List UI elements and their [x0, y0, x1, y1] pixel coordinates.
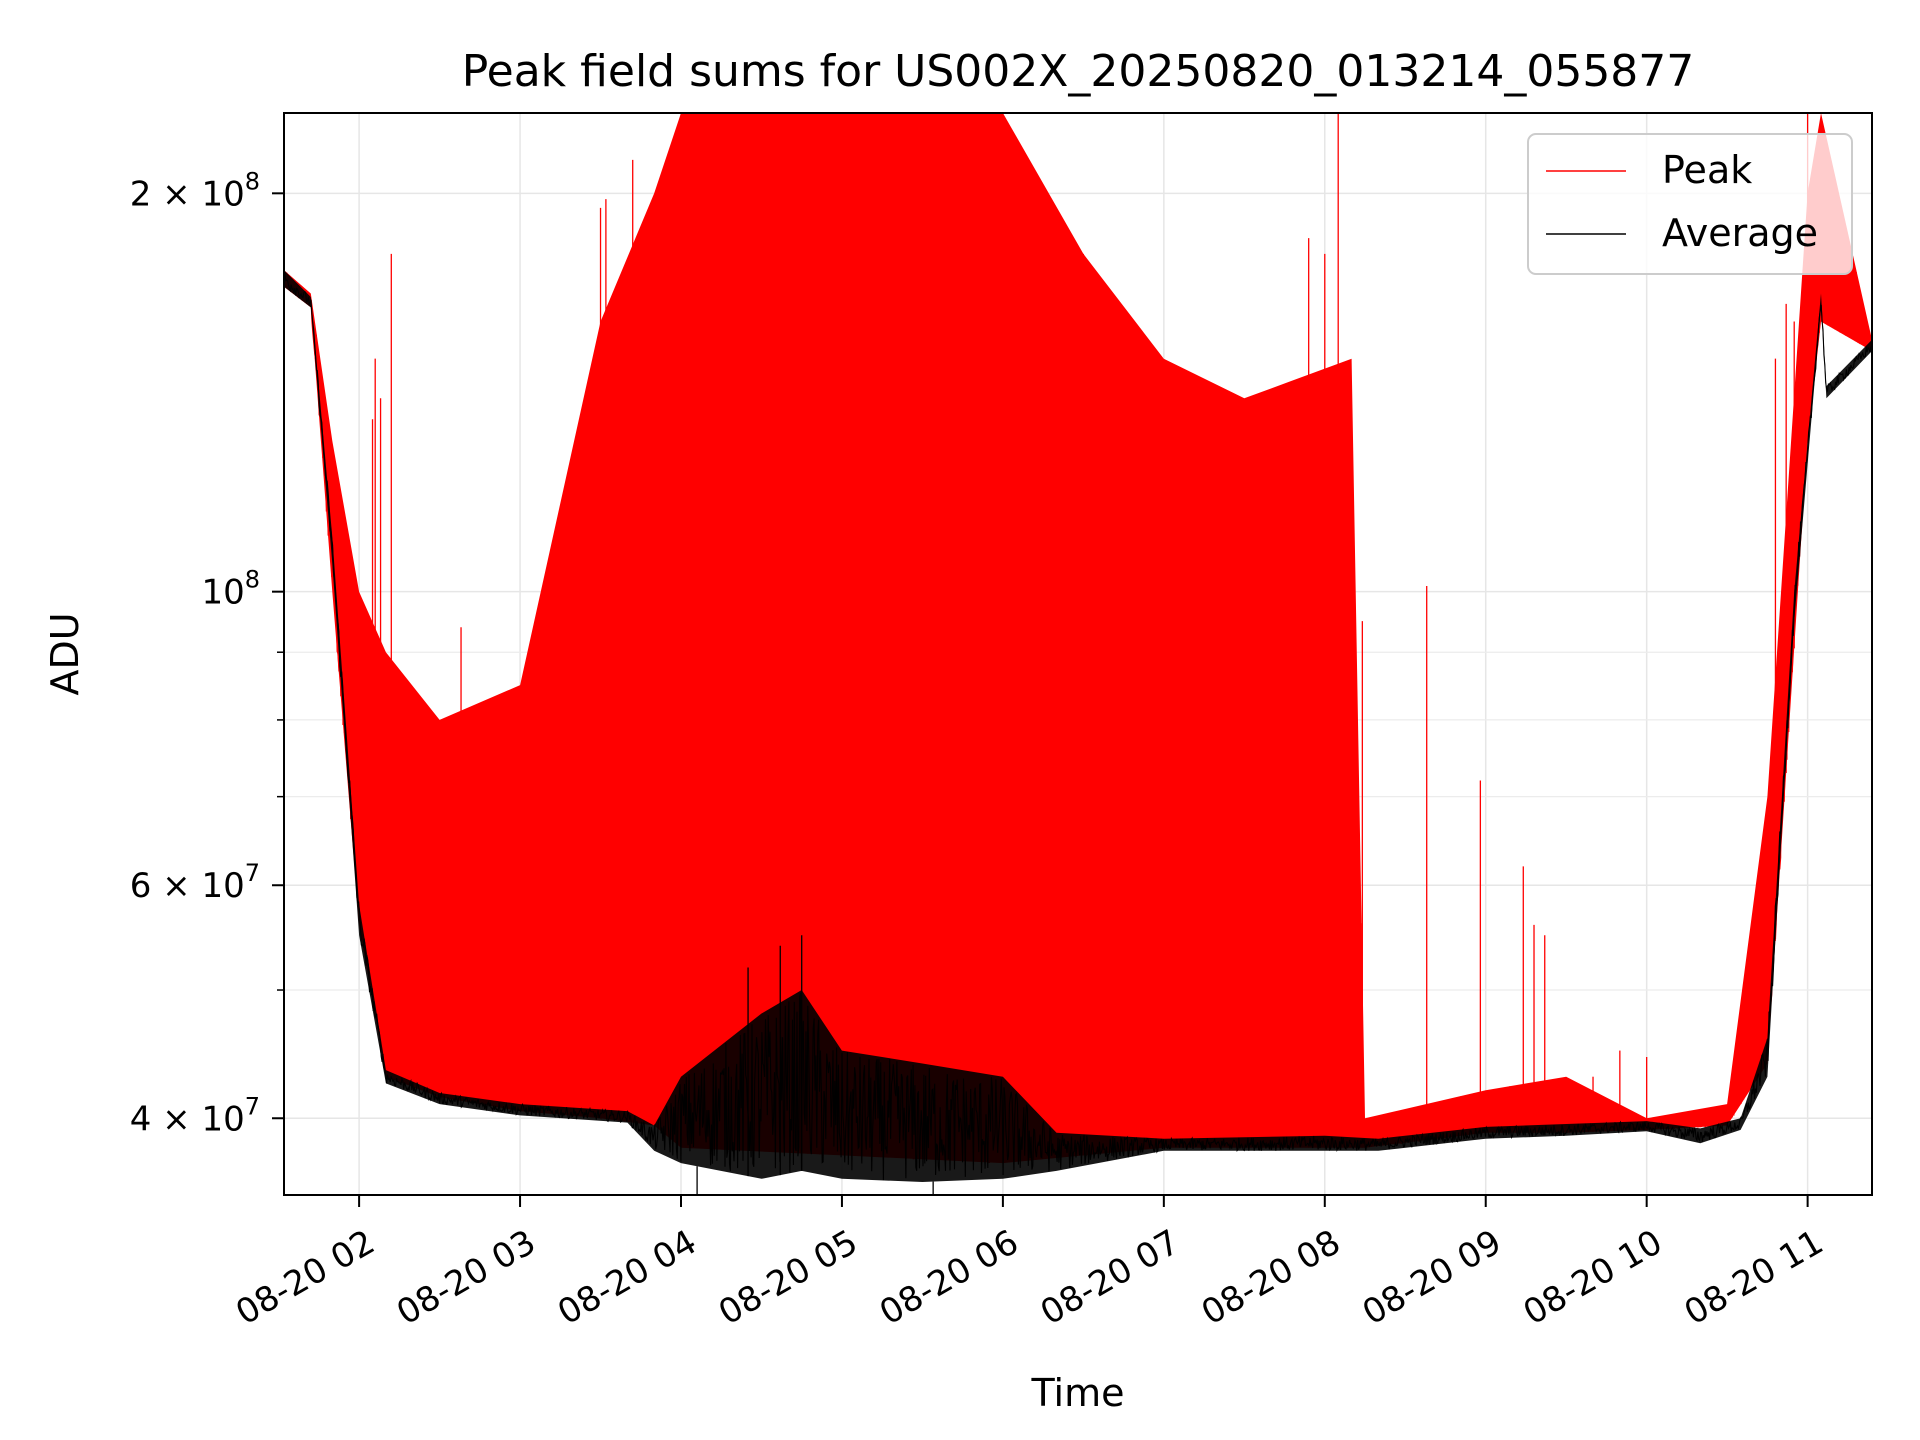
- legend: Peak Average: [1527, 133, 1853, 275]
- legend-label-peak: Peak: [1662, 148, 1752, 192]
- x-tick-label: 08-20 07: [1034, 1222, 1186, 1333]
- x-tick-label: 08-20 11: [1678, 1222, 1830, 1333]
- x-tick-label: 08-20 05: [712, 1222, 864, 1333]
- x-tick-label: 08-20 10: [1517, 1222, 1669, 1333]
- x-tick-label: 08-20 03: [390, 1222, 542, 1333]
- legend-frame: [1527, 133, 1853, 275]
- chart-title: Peak field sums for US002X_20250820_0132…: [462, 46, 1695, 97]
- x-tick-label: 08-20 06: [873, 1222, 1025, 1333]
- y-axis: 4 × 107 6 × 107 108 2 × 108: [130, 167, 284, 1139]
- series-average: [284, 270, 1872, 1195]
- legend-label-average: Average: [1662, 211, 1818, 255]
- x-tick-label: 08-20 04: [551, 1222, 703, 1333]
- x-axis-label: Time: [1031, 1371, 1125, 1415]
- y-axis-label: ADU: [43, 612, 87, 695]
- x-tick-label: 08-20 02: [229, 1222, 381, 1333]
- series-line: [284, 272, 1872, 1181]
- y-tick-label: 2 × 108: [130, 167, 260, 214]
- axes-frame: [283, 112, 1873, 1196]
- x-tick-label: 08-20 09: [1356, 1222, 1508, 1333]
- plot-area: [284, 113, 1872, 1195]
- y-tick-label: 108: [201, 566, 260, 613]
- series-peak: [284, 113, 1872, 1164]
- x-tick-label: 08-20 08: [1195, 1222, 1347, 1333]
- x-axis: 08-20 02 08-20 03 08-20 04 08-20 05 08-20 06…: [229, 1195, 1830, 1333]
- y-tick-label: 6 × 107: [130, 859, 260, 906]
- y-tick-label: 4 × 107: [130, 1092, 260, 1139]
